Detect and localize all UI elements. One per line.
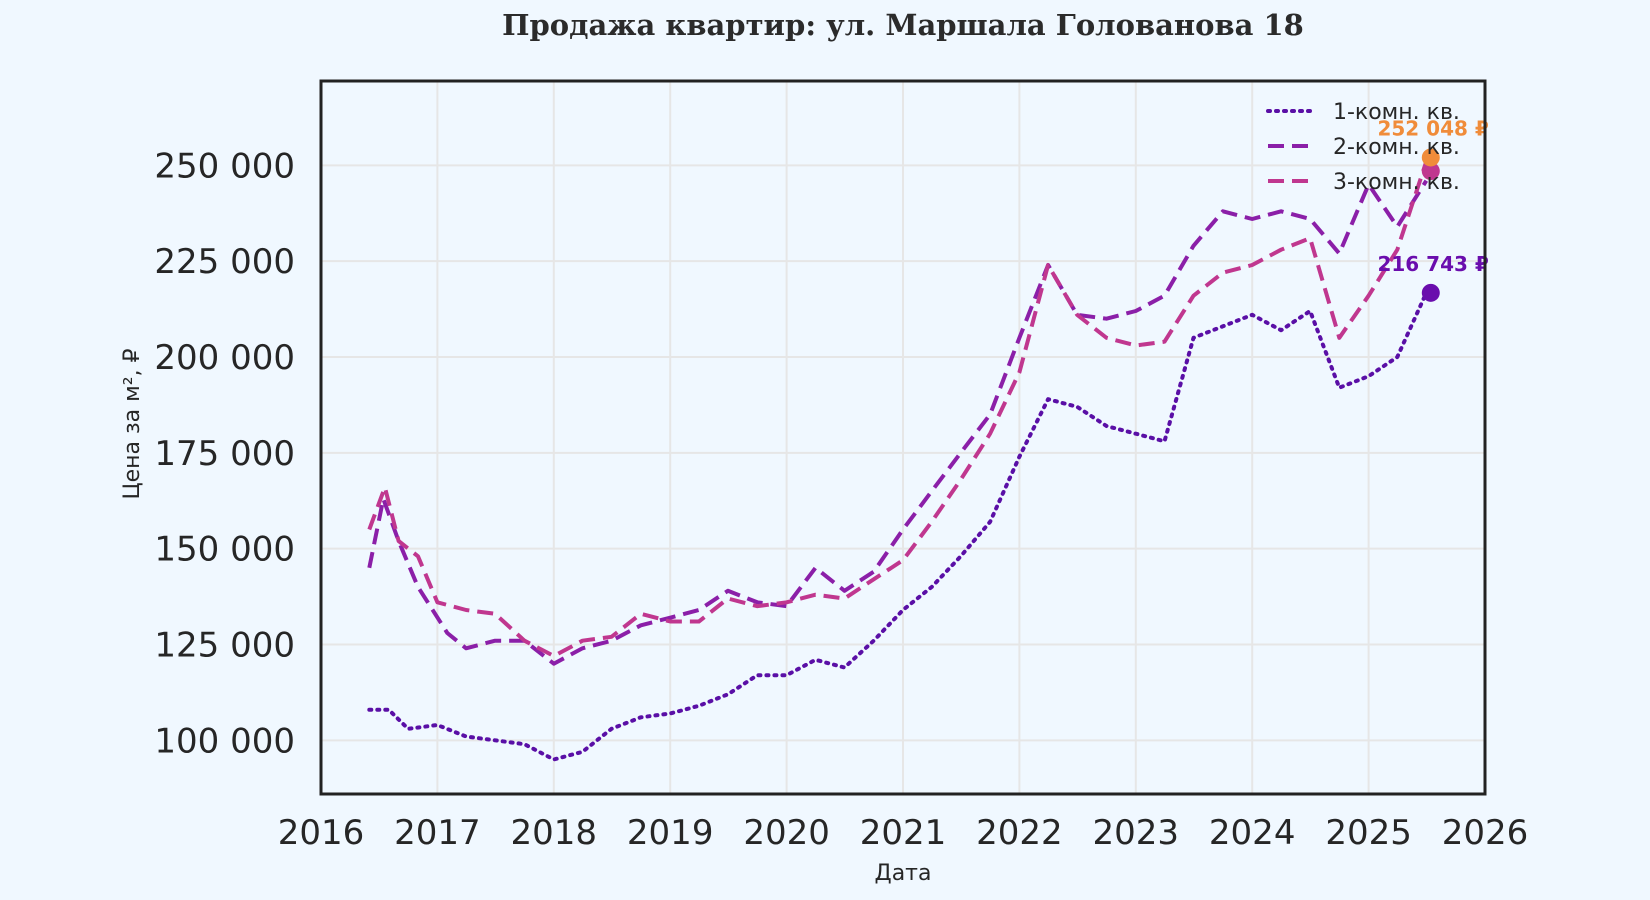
x-tick-label: 2023 [1093,813,1180,853]
x-tick-label: 2024 [1209,813,1296,853]
grid [321,81,1485,794]
end-marker-1 [1421,283,1440,302]
y-tick-label: 175 000 [154,434,295,474]
series-line-2 [367,179,1428,666]
end-markers: 216 743 ₽ 252 048 ₽ [1377,116,1489,302]
x-tick-label: 2025 [1325,813,1412,853]
x-tick-label: 2026 [1442,813,1529,853]
x-tick-label: 2017 [394,813,481,853]
series-lines [367,160,1429,762]
end-label-3: 252 048 ₽ [1377,116,1488,140]
axis-ticks: 2016 2017 2018 2019 2020 2021 2022 2023 2024 2025… [154,146,1528,853]
x-tick-label: 2018 [511,813,598,853]
y-axis-label: Цена за м², ₽ [120,348,145,499]
end-marker-3 [1421,148,1440,167]
y-tick-label: 200 000 [154,338,295,378]
y-tick-label: 150 000 [154,530,295,570]
end-label-1: 216 743 ₽ [1377,252,1488,276]
x-axis-label: Дата [875,861,932,886]
y-tick-label: 250 000 [154,146,295,186]
y-tick-label: 225 000 [154,242,295,282]
legend-label-2: 2-комн. кв. [1333,135,1460,160]
plot-frame [319,79,1487,796]
x-tick-label: 2016 [278,813,365,853]
x-tick-label: 2020 [743,813,830,853]
end-marker-2 [1421,162,1440,181]
series-line-1 [367,290,1429,762]
y-tick-label: 125 000 [154,626,295,666]
legend-label-1: 1-комн. кв. [1333,100,1460,125]
y-tick-label: 100 000 [154,721,295,761]
x-tick-label: 2021 [860,813,947,853]
x-tick-label: 2022 [976,813,1063,853]
legend-label-3: 3-комн. кв. [1333,170,1460,195]
legend: 1-комн. кв. 2-комн. кв. 3-комн. кв. [1266,100,1460,195]
series-line-3 [367,160,1429,658]
x-tick-label: 2019 [627,813,714,853]
chart-title: Продажа квартир: ул. Маршала Голованова … [502,8,1304,42]
